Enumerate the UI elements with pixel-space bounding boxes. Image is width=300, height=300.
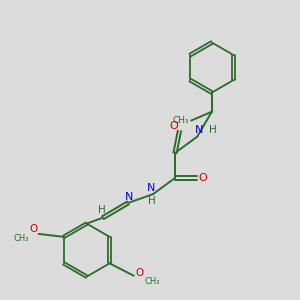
Text: O: O bbox=[170, 121, 178, 130]
Text: O: O bbox=[135, 268, 143, 278]
Text: CH₃: CH₃ bbox=[172, 116, 189, 125]
Text: H: H bbox=[208, 125, 216, 135]
Text: CH₃: CH₃ bbox=[144, 277, 160, 286]
Text: O: O bbox=[29, 224, 38, 235]
Text: H: H bbox=[148, 196, 155, 206]
Text: O: O bbox=[199, 173, 207, 183]
Text: N: N bbox=[147, 183, 156, 193]
Text: CH₃: CH₃ bbox=[13, 234, 29, 243]
Text: N: N bbox=[125, 191, 134, 202]
Text: N: N bbox=[195, 125, 203, 135]
Text: H: H bbox=[98, 205, 105, 215]
